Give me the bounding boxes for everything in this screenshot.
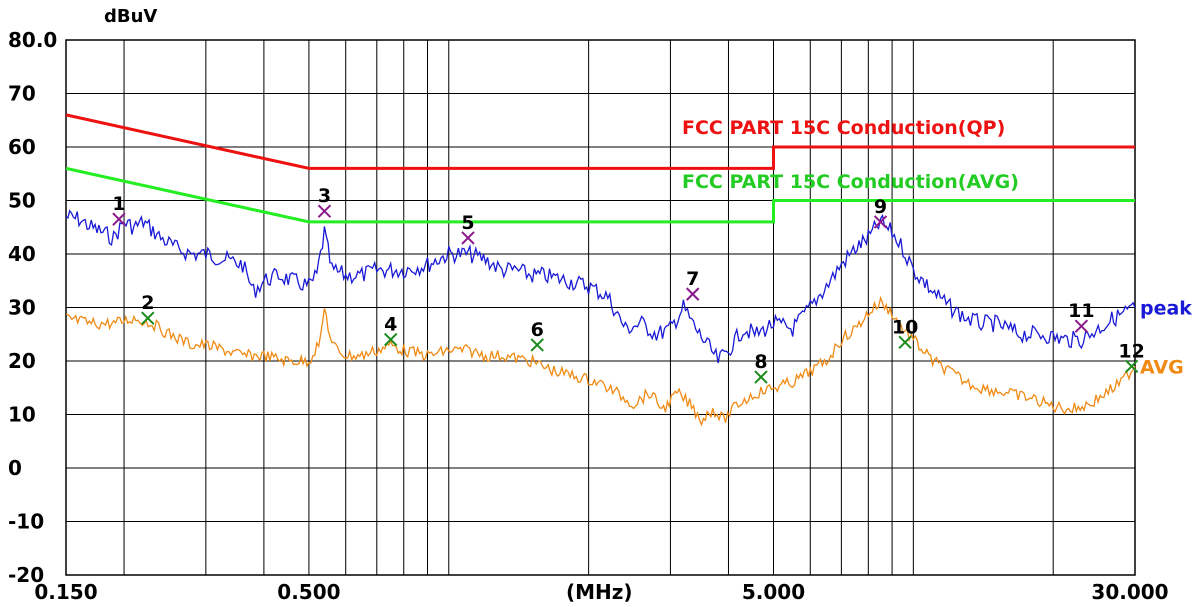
marker-cross <box>1124 359 1139 374</box>
x-tick-label: 0.500 <box>277 580 340 604</box>
limit-line <box>65 113 1135 170</box>
marker: 10 <box>892 316 918 349</box>
y-tick-label: 0 <box>8 456 22 480</box>
marker-label: 5 <box>461 212 474 234</box>
marker: 4 <box>384 314 398 347</box>
marker-label: 8 <box>754 351 767 373</box>
y-tick-label: 50 <box>8 189 36 213</box>
marker-cross <box>754 370 768 384</box>
y-tick-label: -10 <box>8 510 44 534</box>
y-axis-unit: dBuV <box>104 6 157 27</box>
marker: 9 <box>873 196 888 229</box>
x-axis-unit: (MHz) <box>566 580 633 604</box>
marker-cross <box>1074 319 1089 333</box>
marker-label: 11 <box>1068 300 1094 322</box>
y-tick-label: 80.0 <box>8 28 57 52</box>
x-tick-label: 0.150 <box>34 580 97 604</box>
data-traces <box>65 209 1136 427</box>
marker-label: 7 <box>686 268 699 290</box>
marker-label: 9 <box>874 196 887 218</box>
limit-label: FCC PART 15C Conduction(AVG) <box>682 171 1019 193</box>
marker-label: 2 <box>141 292 154 314</box>
trace-label: peak <box>1140 298 1192 320</box>
marker-cross <box>530 338 544 352</box>
marker-label: 3 <box>318 185 331 207</box>
marker-cross <box>112 212 126 226</box>
y-tick-label: 60 <box>8 135 36 159</box>
limit-lines <box>65 113 1135 224</box>
trace-labels: peak AVG <box>1140 298 1192 379</box>
marker-label: 12 <box>1118 340 1144 362</box>
y-tick-label: 70 <box>8 82 36 106</box>
marker: 3 <box>317 185 332 218</box>
marker-label: 1 <box>112 193 125 215</box>
x-tick-label: 5.000 <box>742 580 805 604</box>
marker: 7 <box>685 268 700 301</box>
marker-cross <box>384 332 398 347</box>
marker-cross <box>898 335 912 349</box>
x-tick-label: 30.000 <box>1091 580 1168 604</box>
marker: 8 <box>754 351 768 384</box>
y-tick-label: 30 <box>8 296 36 320</box>
series-line-peak <box>65 209 1136 364</box>
marker-cross <box>685 287 700 301</box>
marker-label: 6 <box>531 319 544 341</box>
series-line-avg <box>65 295 1136 427</box>
marker: 2 <box>141 292 155 325</box>
y-tick-label: -20 <box>8 563 44 587</box>
limit-label: FCC PART 15C Conduction(QP) <box>682 117 1005 139</box>
marker: 6 <box>530 319 544 352</box>
marker: 1 <box>112 193 126 226</box>
marker-cross <box>873 215 888 229</box>
limit-line <box>65 166 1135 224</box>
y-tick-label: 20 <box>8 349 36 373</box>
x-tick-labels: 0.150 0.500 5.000 30.000 <box>34 580 1168 604</box>
y-tick-label: 10 <box>8 403 36 427</box>
y-tick-label: 40 <box>8 242 36 266</box>
marker-cross <box>141 311 155 325</box>
marker-label: 10 <box>892 316 918 338</box>
limit-labels: FCC PART 15C Conduction(QP) FCC PART 15C … <box>682 117 1019 193</box>
y-tick-labels: -20 -10 0 10 20 30 40 50 60 70 80.0 <box>8 28 57 587</box>
marker-cross <box>317 204 332 218</box>
marker: 5 <box>461 212 475 245</box>
marker: 12 <box>1118 340 1145 374</box>
marker: 11 <box>1068 300 1095 333</box>
marker-label: 4 <box>384 314 397 336</box>
marker-cross <box>461 231 475 245</box>
trace-label: AVG <box>1140 356 1184 378</box>
